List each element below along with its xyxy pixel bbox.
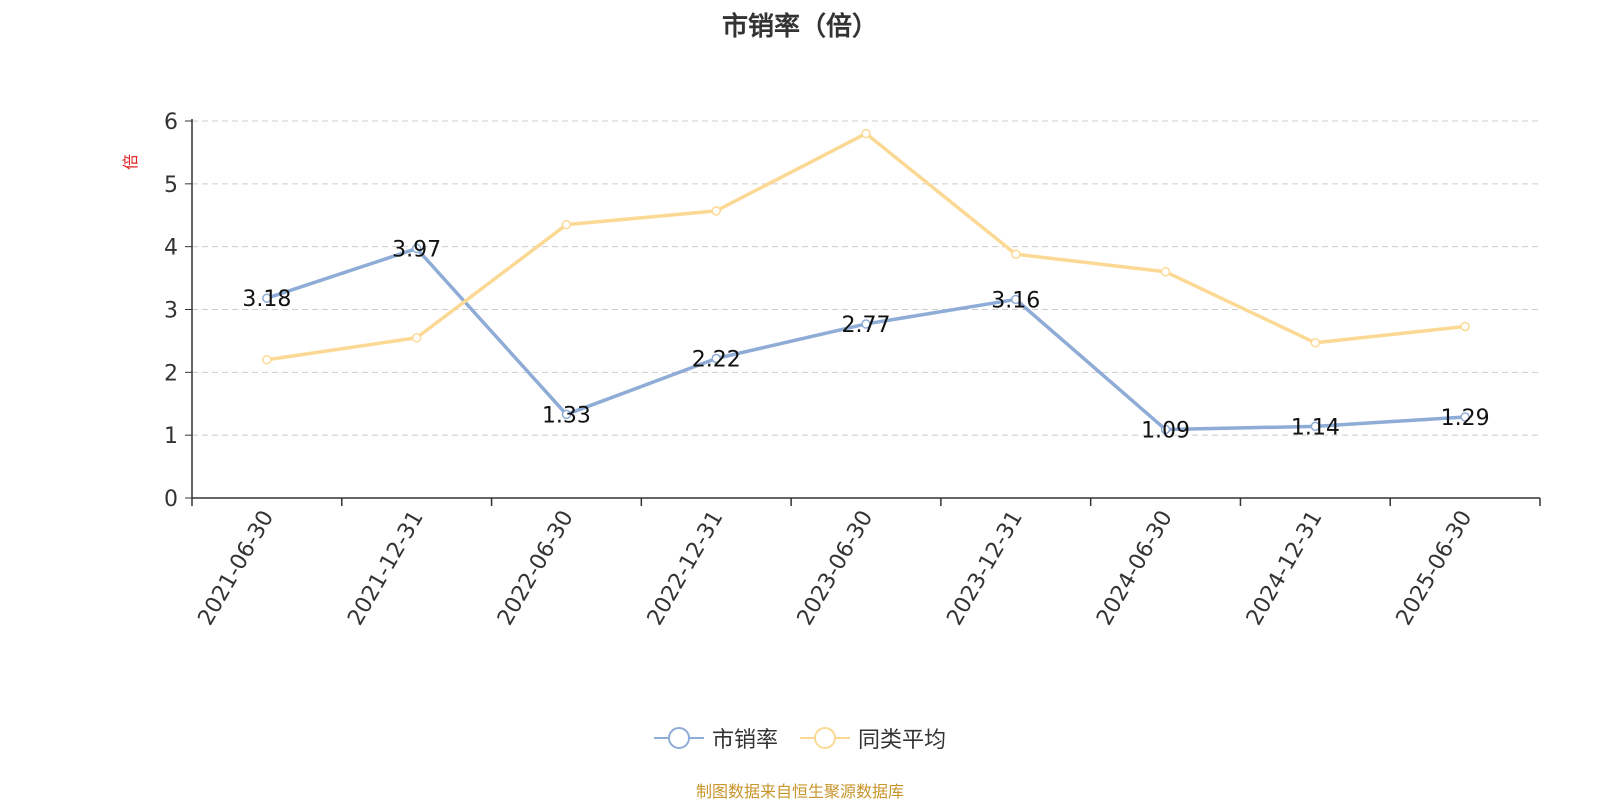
legend-label-ps-ratio: 市销率 (711, 728, 778, 753)
data-point[interactable] (711, 353, 721, 364)
data-point[interactable] (262, 293, 272, 303)
y-tick-label: 0 (164, 487, 178, 512)
source-note: 制图数据来自恒生聚源数据库 (695, 782, 904, 801)
chart-title: 市销率（倍） (721, 12, 878, 42)
data-label: 3.97 (392, 238, 441, 263)
y-tick-label: 1 (164, 424, 178, 449)
data-label: 1.29 (1441, 406, 1490, 431)
data-point[interactable] (561, 409, 572, 420)
x-tick-label: 2023-06-30 (793, 507, 879, 630)
y-tick-label: 6 (164, 110, 178, 135)
y-axis-label: 倍 (121, 154, 140, 170)
series-line-0 (266, 246, 1466, 432)
data-point[interactable] (1310, 338, 1321, 348)
x-tick-label: 2022-12-31 (643, 507, 729, 630)
axes: 0 1 2 3 4 5 6 倍 2021-06-30 2021-12-31 2022-06-30 20… (121, 110, 1541, 630)
data-point[interactable] (1460, 412, 1470, 422)
y-tick-label: 2 (164, 361, 178, 386)
data-label: 1.09 (1141, 419, 1190, 444)
grid-lines (192, 120, 1540, 436)
legend-item-ps-ratio[interactable]: 市销率 (653, 722, 778, 754)
x-tick-label: 2024-12-31 (1242, 507, 1328, 630)
data-label: 1.14 (1291, 415, 1340, 440)
legend-marker-peer-average (800, 727, 850, 749)
data-point[interactable] (861, 128, 871, 139)
data-point[interactable] (411, 333, 422, 343)
series-lines (262, 128, 1470, 435)
x-tick-label: 2025-06-30 (1392, 507, 1478, 630)
y-tick-label: 5 (164, 173, 178, 198)
x-tick-label: 2023-12-31 (942, 507, 1028, 630)
x-tick-label: 2024-06-30 (1092, 507, 1178, 630)
data-point[interactable] (1011, 294, 1021, 305)
legend: 市销率 同类平均 (0, 722, 1600, 754)
data-point[interactable] (1160, 267, 1171, 277)
legend-item-peer-average[interactable]: 同类平均 (800, 722, 946, 754)
x-tick-label: 2022-06-30 (493, 507, 579, 630)
x-tick-label: 2021-06-30 (194, 507, 280, 630)
data-label: 2.77 (842, 313, 891, 338)
data-label: 3.18 (242, 287, 291, 312)
data-point[interactable] (861, 319, 871, 329)
data-point[interactable] (1310, 421, 1321, 432)
legend-marker-ps-ratio (653, 727, 704, 749)
data-point[interactable] (1460, 321, 1470, 332)
data-point[interactable] (1160, 424, 1171, 435)
data-label: 1.33 (542, 403, 591, 428)
data-label: 3.16 (991, 288, 1040, 313)
data-point[interactable] (411, 243, 422, 254)
data-point[interactable] (262, 355, 272, 365)
data-point[interactable] (1011, 249, 1021, 259)
data-point[interactable] (711, 206, 721, 216)
data-labels: 3.18 3.97 1.33 2.22 2.77 3.16 1.09 1.14 1.29 (242, 238, 1489, 444)
data-label: 2.22 (692, 348, 741, 373)
data-point[interactable] (561, 219, 572, 230)
legend-label-peer-average: 同类平均 (858, 728, 947, 753)
x-tick-label: 2021-12-31 (343, 507, 429, 630)
y-tick-label: 4 (164, 236, 178, 261)
y-tick-label: 3 (164, 299, 178, 324)
